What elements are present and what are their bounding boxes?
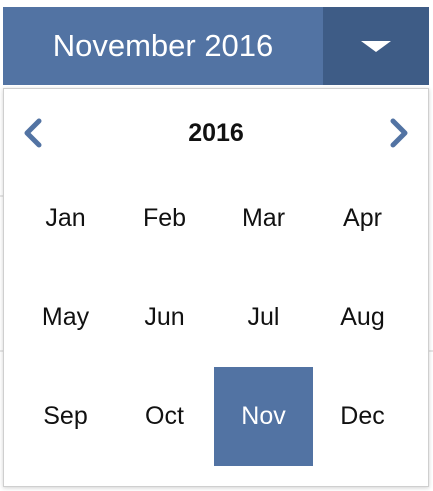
month-feb[interactable]: Feb — [142, 204, 187, 232]
month-apr[interactable]: Apr — [343, 204, 382, 232]
dropdown-toggle-button[interactable] — [323, 7, 429, 85]
month-mar[interactable]: Mar — [241, 204, 286, 232]
background-divider — [427, 350, 433, 352]
month-jun[interactable]: Jun — [144, 303, 185, 331]
selected-month-display[interactable]: November 2016 — [3, 7, 323, 85]
month-aug[interactable]: Aug — [340, 303, 385, 331]
month-may[interactable]: May — [41, 303, 90, 331]
next-year-button[interactable] — [383, 117, 415, 149]
chevron-right-icon — [390, 118, 408, 148]
month-jul[interactable]: Jul — [247, 303, 280, 331]
year-navigation: 2016 — [4, 109, 428, 157]
month-grid: Jan Feb Mar Apr May Jun Jul Aug Sep Oct … — [16, 169, 412, 466]
month-dec[interactable]: Dec — [340, 402, 385, 430]
caret-down-icon — [361, 40, 391, 52]
year-title: 2016 — [188, 119, 244, 147]
month-oct[interactable]: Oct — [145, 402, 184, 430]
chevron-left-icon — [24, 118, 42, 148]
month-sep[interactable]: Sep — [43, 402, 88, 430]
month-picker-header: November 2016 — [3, 7, 429, 85]
month-nov[interactable]: Nov — [214, 367, 313, 466]
month-picker-panel: 2016 Jan Feb Mar Apr May Jun Jul Aug Sep… — [3, 88, 429, 487]
month-jan[interactable]: Jan — [45, 204, 86, 232]
previous-year-button[interactable] — [17, 117, 49, 149]
